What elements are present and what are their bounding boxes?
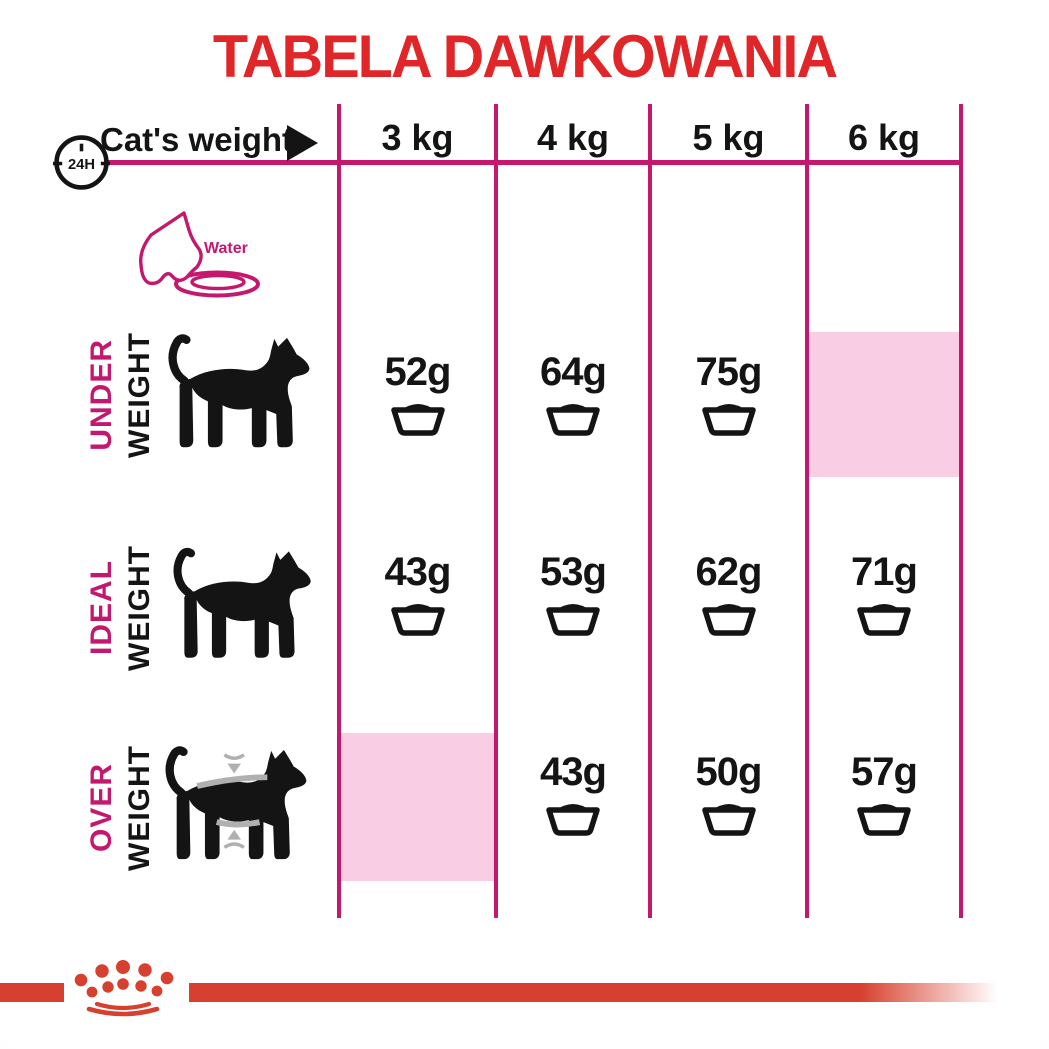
row-label-rest: WEIGHT bbox=[123, 332, 156, 458]
row-label-rest: WEIGHT bbox=[123, 744, 156, 871]
dose-value: 75g bbox=[695, 350, 763, 394]
grid-hline bbox=[96, 160, 963, 165]
highlight-cell-overweight-3kg bbox=[341, 733, 494, 881]
dose-cell-ideal-4kg: 53g bbox=[498, 550, 648, 656]
food-bowl-icon bbox=[541, 796, 605, 836]
dose-cell-under-5kg: 75g bbox=[652, 350, 805, 456]
dose-cell-ideal-3kg: 43g bbox=[341, 550, 494, 656]
dose-cell-over-6kg: 57g bbox=[809, 750, 959, 856]
royal-canin-crown-logo bbox=[74, 960, 174, 1017]
slim-down-arrow-icon bbox=[227, 763, 242, 774]
dose-value: 53g bbox=[540, 550, 607, 594]
column-header-5kg: 5 kg bbox=[692, 117, 765, 158]
cat-silhouette-underweight-icon bbox=[166, 333, 324, 455]
water-bowl-icon: Water bbox=[139, 211, 260, 298]
food-bowl-icon bbox=[386, 396, 450, 436]
dose-value: 50g bbox=[695, 750, 763, 794]
food-bowl-icon bbox=[852, 796, 916, 836]
food-bowl-icon bbox=[541, 396, 605, 436]
dose-value: 43g bbox=[384, 550, 452, 594]
dose-cell-under-4kg: 64g bbox=[498, 350, 648, 456]
dose-value: 71g bbox=[851, 550, 918, 594]
dose-value: 43g bbox=[540, 750, 607, 794]
food-bowl-icon bbox=[697, 396, 761, 436]
dose-cell-ideal-6kg: 71g bbox=[809, 550, 959, 656]
corner-label-text: Cat's weight bbox=[100, 121, 294, 158]
food-bowl-icon bbox=[852, 596, 916, 636]
cat-silhouette-overweight-icon bbox=[164, 737, 320, 875]
column-header-4kg: 4 kg bbox=[536, 117, 610, 158]
highlight-cell-underweight-6kg bbox=[809, 332, 959, 477]
corner-label: Cat's weight bbox=[100, 118, 294, 162]
24h-clock-icon: 24H bbox=[53, 135, 110, 190]
row-label-accent: IDEAL bbox=[85, 560, 118, 655]
clock-badge-text: 24H bbox=[68, 157, 95, 173]
water-label: Water bbox=[204, 240, 248, 257]
brand-stripe bbox=[189, 983, 1049, 1002]
slim-up-arrow-icon bbox=[227, 829, 242, 840]
food-bowl-icon bbox=[541, 596, 605, 636]
row-label-ideal-weight: IDEAL WEIGHT bbox=[78, 535, 164, 680]
dose-cell-over-4kg: 43g bbox=[498, 750, 648, 856]
dose-cell-under-3kg: 52g bbox=[341, 350, 494, 456]
page-title: TABELA DAWKOWANIA bbox=[212, 23, 838, 90]
food-bowl-icon bbox=[697, 596, 761, 636]
dose-value: 52g bbox=[384, 350, 452, 394]
dose-value: 64g bbox=[540, 350, 607, 394]
row-label-under-weight: UNDER WEIGHT bbox=[78, 330, 164, 460]
grid-vline bbox=[959, 104, 963, 918]
row-label-rest: WEIGHT bbox=[123, 544, 156, 671]
food-bowl-icon bbox=[386, 596, 450, 636]
row-label-over-weight: OVER WEIGHT bbox=[78, 735, 164, 880]
food-bowl-icon bbox=[697, 796, 761, 836]
brand-stripe bbox=[0, 983, 64, 1002]
grid-vline bbox=[337, 104, 341, 918]
arrow-right-icon bbox=[287, 125, 318, 161]
row-label-accent: OVER bbox=[85, 762, 118, 853]
row-label-accent: UNDER bbox=[85, 339, 118, 451]
column-header-6kg: 6 kg bbox=[847, 117, 921, 158]
grid-vline bbox=[494, 104, 498, 918]
column-header-3kg: 3 kg bbox=[381, 117, 454, 158]
grid-vline bbox=[648, 104, 652, 918]
cat-silhouette-ideal-icon bbox=[172, 537, 324, 675]
grid-vline bbox=[805, 104, 809, 918]
dose-value: 62g bbox=[695, 550, 763, 594]
dose-value: 57g bbox=[851, 750, 918, 794]
dose-cell-over-5kg: 50g bbox=[652, 750, 805, 856]
dose-cell-ideal-5kg: 62g bbox=[652, 550, 805, 656]
